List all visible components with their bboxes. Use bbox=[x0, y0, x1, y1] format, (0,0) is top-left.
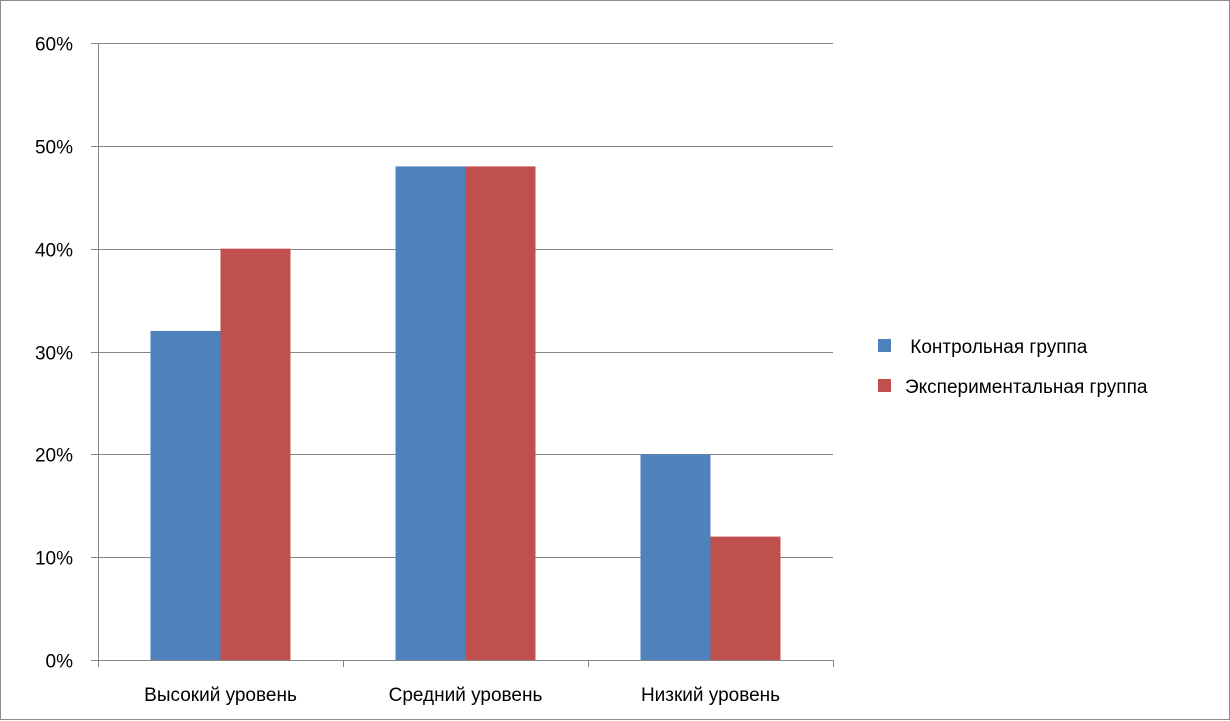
bar-control-0 bbox=[150, 330, 221, 660]
y-tick-label: 50% bbox=[35, 138, 73, 159]
y-tick-label: 10% bbox=[35, 549, 73, 570]
bar-control-2 bbox=[640, 454, 711, 660]
bar-experimental-2 bbox=[710, 536, 781, 660]
bars bbox=[150, 166, 781, 660]
y-axis-tick-labels: 0% 10% 20% 30% 40% 50% 60% bbox=[35, 35, 73, 673]
bar-control-1 bbox=[395, 166, 466, 660]
legend-swatch bbox=[878, 339, 891, 352]
y-tick-label: 30% bbox=[35, 344, 73, 365]
bar-experimental-0 bbox=[220, 248, 291, 660]
legend-label: Контрольная группа bbox=[905, 337, 1088, 358]
legend-swatch bbox=[878, 379, 891, 392]
x-tick-label: Высокий уровень bbox=[144, 685, 297, 706]
y-tick-label: 60% bbox=[35, 35, 73, 56]
legend-label: Экспериментальная группа bbox=[905, 377, 1148, 398]
bar-experimental-1 bbox=[465, 166, 536, 660]
axes bbox=[91, 43, 834, 667]
x-axis-tick-labels: Высокий уровень Средний уровень Низкий уро… bbox=[144, 685, 780, 706]
y-tick-label: 0% bbox=[46, 652, 74, 673]
y-tick-label: 40% bbox=[35, 241, 73, 262]
x-tick-label: Средний уровень bbox=[389, 685, 543, 706]
y-tick-label: 20% bbox=[35, 446, 73, 467]
x-tick-label: Низкий уровень bbox=[641, 685, 780, 706]
legend: Контрольная группа Экспериментальная груп… bbox=[878, 337, 1148, 398]
